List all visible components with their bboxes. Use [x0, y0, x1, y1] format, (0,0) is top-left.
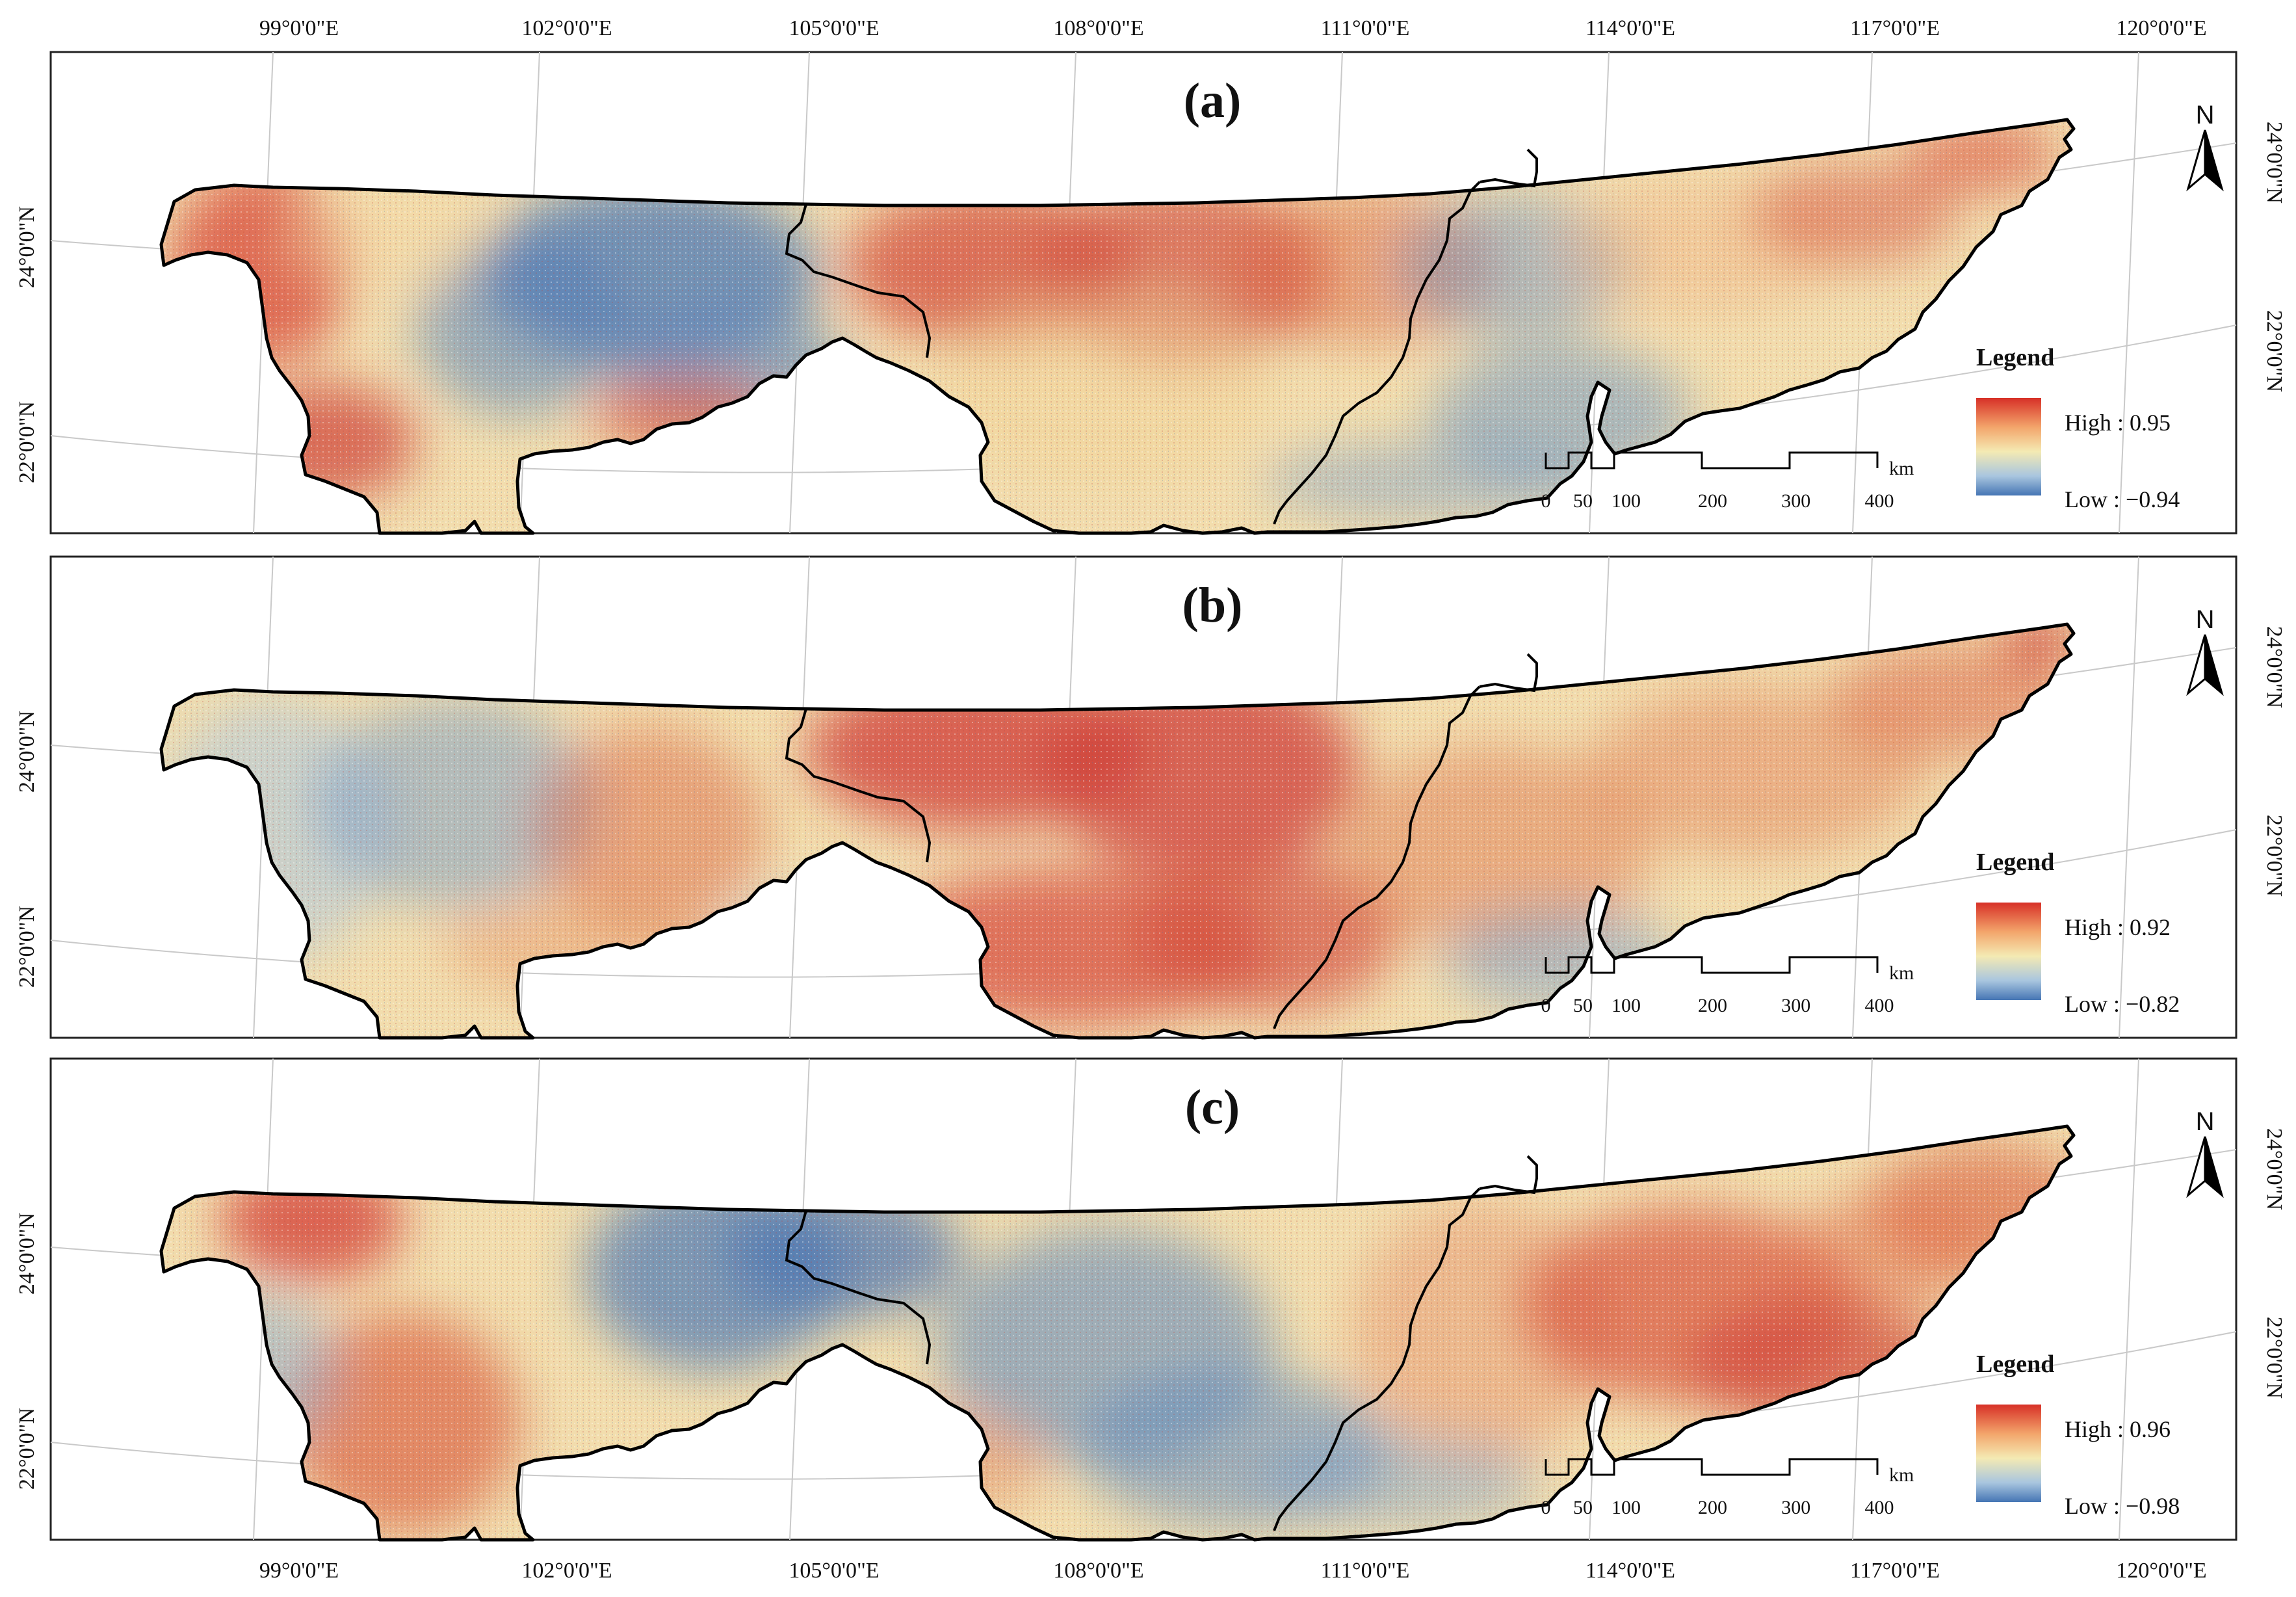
- lon-label-bottom: 114°0'0"E: [1585, 1559, 1675, 1583]
- lon-label-bottom: 117°0'0"E: [1850, 1559, 1940, 1583]
- province-boundary: [1479, 148, 1538, 188]
- scale-bar: 0 50 100 200 300 400 km: [1541, 956, 1914, 1016]
- meridian-line: [2119, 51, 2139, 534]
- lon-label-bottom: 105°0'0"E: [789, 1559, 879, 1583]
- lat-label-left: 24°0'0"N: [15, 1213, 39, 1295]
- scale-unit: km: [1889, 1464, 1914, 1486]
- lon-label-top: 114°0'0"E: [1585, 16, 1675, 40]
- lon-label-bottom: 99°0'0"E: [259, 1559, 339, 1583]
- lon-label-bottom: 120°0'0"E: [2116, 1559, 2206, 1583]
- legend-c: Legend High : 0.96 Low : −0.98: [1976, 1351, 2180, 1519]
- lat-label-left: 22°0'0"N: [15, 1408, 39, 1490]
- legend-colorbar: [1976, 903, 2041, 1000]
- meridian-line: [2119, 1058, 2139, 1540]
- north-arrow: N: [2186, 605, 2224, 696]
- scale-tick: 0: [1541, 490, 1551, 512]
- scale-tick: 400: [1865, 1497, 1894, 1518]
- province-boundary: [1273, 685, 1481, 1029]
- province-boundary: [785, 204, 932, 358]
- legend-low-label: Low : −0.94: [2065, 486, 2180, 512]
- lat-label-left: 22°0'0"N: [15, 401, 39, 483]
- lon-label-top: 108°0'0"E: [1053, 16, 1143, 40]
- legend-title: Legend: [1976, 849, 2054, 876]
- scale-bar: 0 50 100 200 300 400 km: [1541, 451, 1914, 512]
- scale-tick: 50: [1573, 490, 1593, 512]
- lon-label-top: 99°0'0"E: [259, 16, 339, 40]
- province-boundary: [1273, 181, 1481, 525]
- lon-label-top: 117°0'0"E: [1850, 16, 1940, 40]
- scale-bar-line: [1545, 451, 1879, 469]
- lon-label-top: 102°0'0"E: [521, 16, 612, 40]
- north-arrow: N: [2186, 101, 2224, 192]
- province-boundary: [1479, 653, 1538, 693]
- scale-tick: 200: [1698, 490, 1727, 512]
- lat-label-left: 22°0'0"N: [15, 906, 39, 988]
- lat-label-right: 22°0'0"N: [2262, 815, 2286, 897]
- lat-label-right: 22°0'0"N: [2262, 310, 2286, 392]
- legend-low-label: Low : −0.98: [2065, 1493, 2180, 1519]
- scale-tick: 0: [1541, 995, 1551, 1016]
- scale-tick: 400: [1865, 995, 1894, 1016]
- province-boundary: [1479, 1155, 1538, 1194]
- panel-label-a: (a): [1184, 73, 1242, 128]
- legend-title: Legend: [1976, 1351, 2054, 1378]
- lon-label-top: 111°0'0"E: [1321, 16, 1410, 40]
- legend-high-label: High : 0.95: [2065, 410, 2171, 436]
- north-label: N: [2196, 101, 2215, 129]
- scale-tick: 100: [1611, 1497, 1641, 1518]
- scale-tick: 100: [1611, 490, 1641, 512]
- lat-label-left: 24°0'0"N: [15, 206, 39, 288]
- legend-b: Legend High : 0.92 Low : −0.82: [1976, 849, 2180, 1017]
- panel-label-c: (c): [1185, 1080, 1240, 1135]
- legend-low-label: Low : −0.82: [2065, 991, 2180, 1017]
- scale-tick: 300: [1781, 490, 1810, 512]
- province-boundary: [1273, 1187, 1481, 1531]
- scale-bar-line: [1545, 956, 1879, 974]
- lon-label-bottom: 108°0'0"E: [1053, 1559, 1143, 1583]
- scale-tick: 50: [1573, 995, 1593, 1016]
- scale-bar-line: [1545, 1458, 1879, 1476]
- scale-tick: 300: [1781, 995, 1810, 1016]
- province-boundary: [785, 1210, 932, 1365]
- lon-label-bottom: 111°0'0"E: [1321, 1559, 1410, 1583]
- scale-tick: 50: [1573, 1497, 1593, 1518]
- legend-colorbar: [1976, 398, 2041, 495]
- lon-label-top: 120°0'0"E: [2116, 16, 2206, 40]
- lat-label-right: 24°0'0"N: [2262, 122, 2286, 204]
- region-outline: [159, 118, 2076, 535]
- legend-title: Legend: [1976, 344, 2054, 371]
- north-label: N: [2196, 605, 2215, 634]
- lat-label-right: 24°0'0"N: [2262, 1128, 2286, 1210]
- lon-label-bottom: 102°0'0"E: [521, 1559, 612, 1583]
- legend-a: Legend High : 0.95 Low : −0.94: [1976, 344, 2180, 512]
- north-label: N: [2196, 1107, 2215, 1136]
- lat-label-right: 24°0'0"N: [2262, 626, 2286, 708]
- scale-tick: 400: [1865, 490, 1894, 512]
- lat-label-right: 22°0'0"N: [2262, 1317, 2286, 1399]
- lat-label-left: 24°0'0"N: [15, 711, 39, 793]
- scale-tick: 200: [1698, 1497, 1727, 1518]
- scale-tick: 0: [1541, 1497, 1551, 1518]
- scale-tick: 200: [1698, 995, 1727, 1016]
- north-arrow: N: [2186, 1107, 2224, 1198]
- legend-high-label: High : 0.96: [2065, 1416, 2171, 1442]
- meridian-line: [2119, 556, 2139, 1038]
- scale-unit: km: [1889, 458, 1914, 479]
- scale-tick: 300: [1781, 1497, 1810, 1518]
- scale-bar: 0 50 100 200 300 400 km: [1541, 1458, 1914, 1518]
- lon-label-top: 105°0'0"E: [789, 16, 879, 40]
- scale-tick: 100: [1611, 995, 1641, 1016]
- region-outline: [159, 1124, 2076, 1542]
- legend-high-label: High : 0.92: [2065, 914, 2171, 940]
- legend-colorbar: [1976, 1405, 2041, 1502]
- scale-unit: km: [1889, 962, 1914, 984]
- province-boundary: [785, 708, 932, 863]
- panel-label-b: (b): [1182, 578, 1243, 633]
- region-outline: [159, 622, 2076, 1040]
